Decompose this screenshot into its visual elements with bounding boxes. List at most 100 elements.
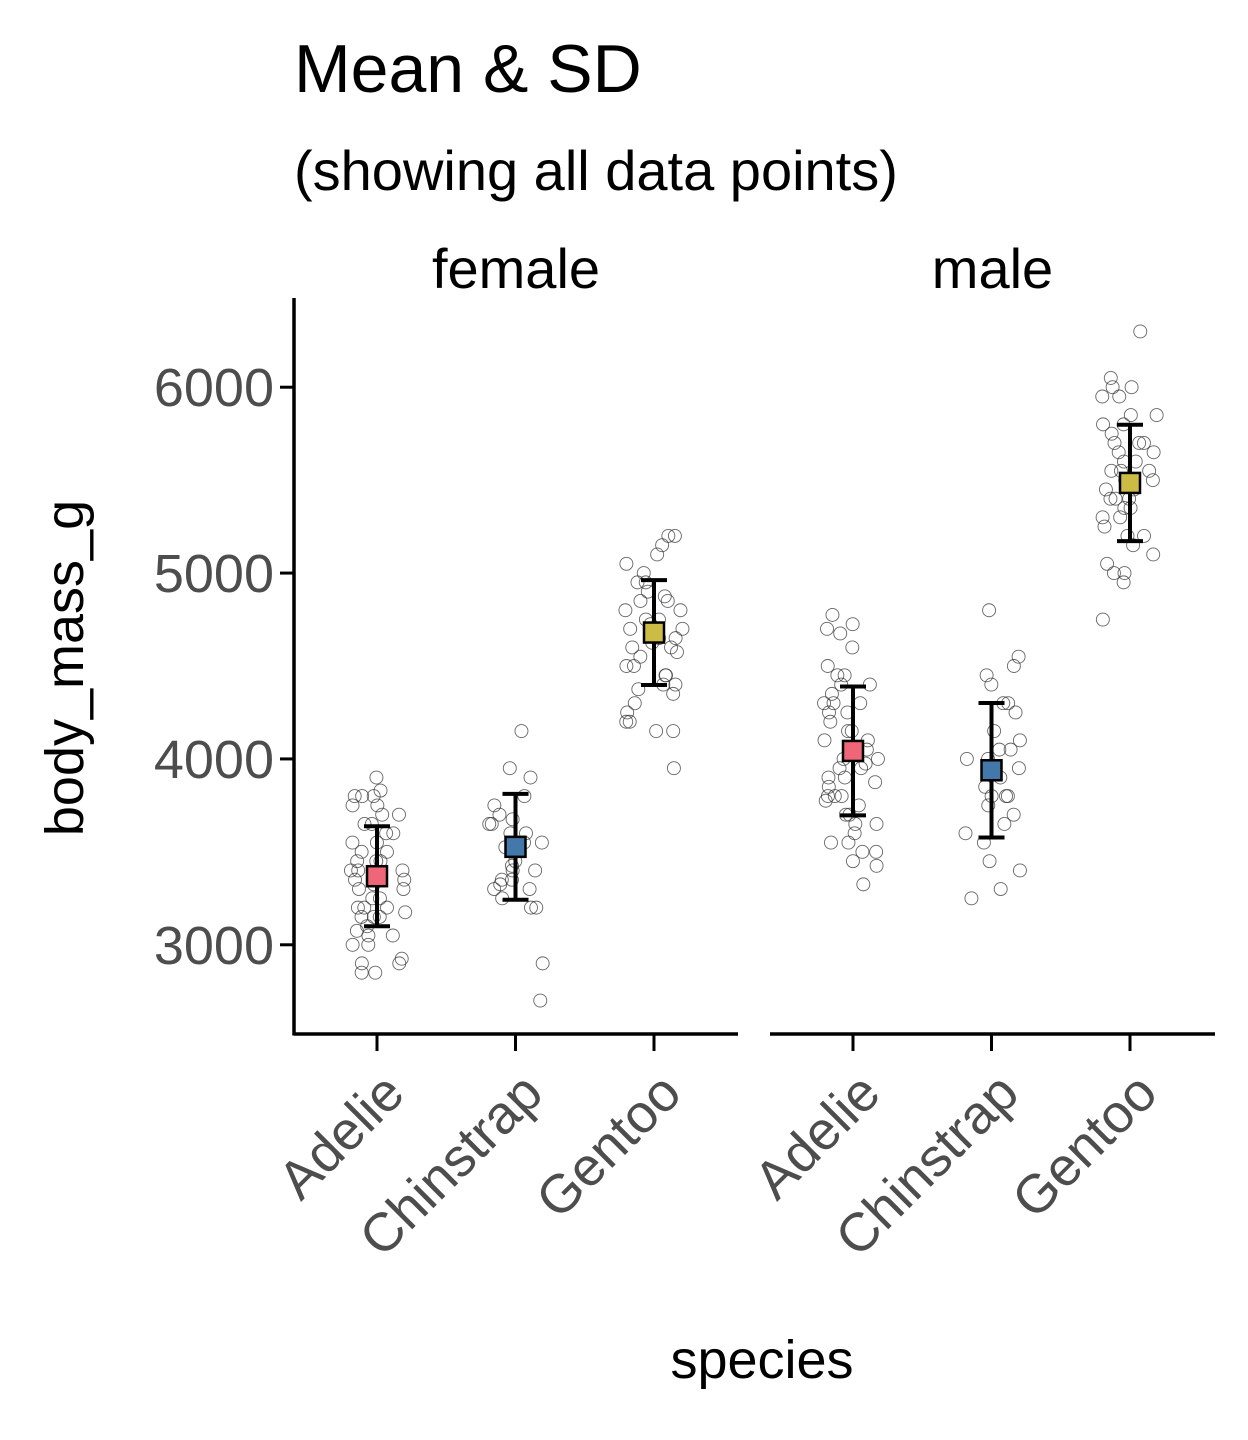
data-point [1011,761,1026,776]
data-point [657,589,672,604]
data-point [370,798,385,813]
data-point [666,761,681,776]
data-point [1117,566,1132,581]
data-point [1111,445,1126,460]
data-point [392,807,406,822]
data-point [841,835,856,850]
data-point [820,659,835,673]
data-point [667,528,682,543]
data-point [834,789,849,804]
data-point [830,668,845,683]
data-point [1104,463,1119,478]
data-point [1012,863,1027,878]
data-point [826,696,841,711]
data-point [821,779,836,794]
data-point [817,696,832,711]
data-point [366,789,381,804]
data-point [981,798,996,813]
data-point [1108,491,1123,506]
data-point [853,696,868,711]
chart-subtitle: (showing all data points) [294,139,898,202]
data-point [959,751,974,766]
data-point [649,724,664,739]
data-point [535,956,550,971]
data-point [858,756,873,771]
y-axis-label: body_mass_g [35,500,95,836]
data-point [396,882,411,896]
data-point [997,817,1012,831]
data-point [845,640,860,655]
data-point [660,593,675,608]
data-point [354,956,369,971]
data-point [837,668,852,683]
data-point [619,659,634,673]
data-point [502,761,517,776]
data-point [517,789,532,804]
data-point [622,714,637,729]
chart-title: Mean & SD [294,31,642,107]
data-point [1000,789,1015,804]
data-point [631,682,646,697]
data-point [529,900,544,915]
data-point [1100,556,1115,571]
data-point [1095,612,1110,627]
data-point [824,686,839,701]
x-tick-label: Gentoo [1001,1062,1169,1230]
data-point [380,900,394,915]
data-point [822,705,836,720]
data-point [627,659,641,673]
x-tick-label: Gentoo [525,1062,693,1230]
data-point [533,993,548,1008]
data-point [522,882,537,896]
data-point [355,789,370,804]
data-point [627,696,642,711]
data-point [868,775,883,790]
data-point [824,835,838,850]
facet-label-male: male [932,237,1053,300]
data-point [361,928,376,943]
mean-marker [841,739,865,763]
data-point [619,714,634,729]
data-point [982,854,997,869]
data-point [343,863,358,878]
data-point [984,677,999,692]
data-point [505,863,520,878]
data-point [528,863,543,878]
plot-area: 3000400050006000femaleAdelieChinstrapGen… [154,237,1215,1268]
data-point [492,807,507,822]
data-point [524,900,538,915]
data-point [1098,482,1113,497]
data-point [523,770,538,785]
data-point [1008,705,1023,720]
data-point [630,575,645,590]
x-axis-label: species [670,1330,853,1390]
data-point [1006,807,1021,822]
data-point [345,835,360,850]
data-point [345,798,360,813]
data-point [623,621,638,636]
data-point [869,817,884,831]
data-point [1113,510,1128,525]
data-point [820,621,834,636]
data-point [1146,547,1161,562]
data-point [372,909,387,924]
data-point [1132,436,1147,450]
data-point [361,937,376,952]
data-point [964,891,979,906]
data-point [1146,445,1161,460]
data-point [620,705,635,720]
data-point [827,789,842,804]
data-point [351,863,366,878]
data-point [505,858,519,873]
data-point [979,668,994,683]
data-point [845,854,860,869]
data-point [482,817,497,831]
data-point [650,547,665,562]
data-point [636,566,651,581]
data-point [386,826,401,841]
data-point [1124,380,1139,395]
data-point [354,909,369,924]
data-point [484,817,499,831]
data-point [658,668,673,683]
data-point [395,863,410,878]
